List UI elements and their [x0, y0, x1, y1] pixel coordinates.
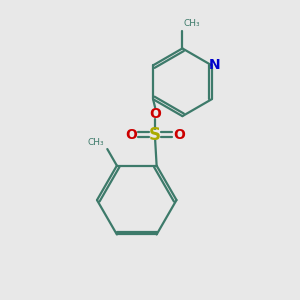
Text: O: O [149, 106, 161, 121]
Text: O: O [126, 128, 137, 142]
Text: N: N [209, 58, 220, 72]
Text: CH₃: CH₃ [184, 20, 200, 28]
Text: CH₃: CH₃ [87, 138, 104, 147]
Text: S: S [149, 126, 161, 144]
Text: O: O [173, 128, 184, 142]
